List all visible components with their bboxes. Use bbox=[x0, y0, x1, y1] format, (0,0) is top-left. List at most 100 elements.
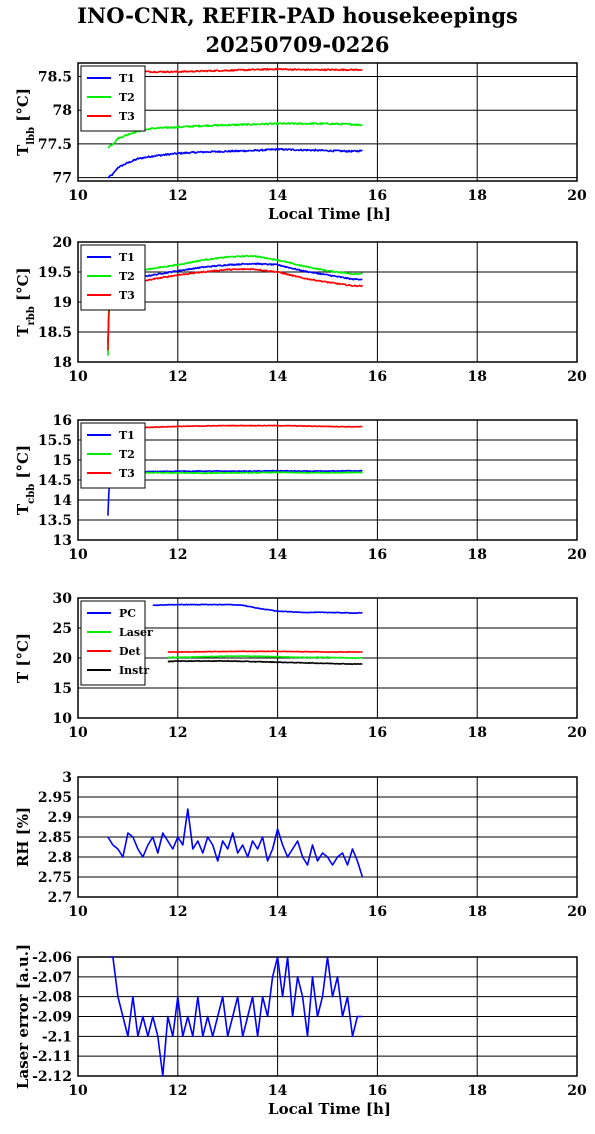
y-tick-label: 30 bbox=[53, 591, 73, 607]
x-axis-label: Local Time [h] bbox=[268, 205, 391, 223]
x-tick-label: 20 bbox=[567, 904, 587, 920]
series-line-det bbox=[167, 650, 363, 654]
series-line-t2 bbox=[107, 471, 363, 484]
legend-label-instr: Instr bbox=[119, 664, 149, 677]
x-tick-label: 18 bbox=[467, 904, 486, 920]
plot-frame bbox=[77, 419, 578, 541]
x-tick-label: 20 bbox=[567, 369, 587, 385]
series-line-pc bbox=[152, 603, 363, 615]
series-line-t2 bbox=[107, 122, 363, 149]
plot-frame bbox=[77, 241, 578, 363]
x-tick-label: 16 bbox=[368, 725, 387, 741]
series-line-t1 bbox=[107, 262, 363, 344]
y-tick-label: 78 bbox=[53, 103, 72, 119]
y-tick-label: 2.95 bbox=[38, 790, 72, 806]
y-tick-label: 18 bbox=[53, 355, 72, 371]
legend: PC Laser Det Instr bbox=[80, 600, 153, 686]
legend: T1 T2 T3 bbox=[80, 244, 146, 311]
x-tick-label: 20 bbox=[567, 725, 587, 741]
y-tick-label: 18.5 bbox=[38, 325, 72, 341]
chart-panel-6: -2.12 -2.11 -2.1 -2.09 -2.08 -2.07 -2.06 10 12 14… bbox=[14, 944, 587, 1118]
chart-title-line1: INO-CNR, REFIR-PAD housekeepings bbox=[77, 3, 518, 28]
y-tick-label: -2.09 bbox=[32, 1010, 72, 1026]
x-tick-label: 12 bbox=[168, 904, 187, 920]
y-tick-label: 16 bbox=[53, 413, 72, 429]
x-tick-label: 12 bbox=[168, 725, 187, 741]
series-line-t2 bbox=[107, 254, 363, 356]
y-tick-label: 19 bbox=[53, 295, 72, 311]
legend-label-laser: Laser bbox=[119, 626, 153, 639]
y-axis-label: T [°C] bbox=[14, 633, 32, 683]
plot-frame bbox=[77, 776, 578, 898]
x-tick-label: 10 bbox=[68, 904, 88, 920]
y-axis-label: Trbb [°C] bbox=[14, 267, 37, 336]
x-tick-label: 10 bbox=[68, 369, 88, 385]
x-tick-label: 18 bbox=[467, 1083, 486, 1099]
series-line-t3 bbox=[107, 424, 363, 430]
x-tick-label: 12 bbox=[168, 369, 187, 385]
y-tick-label: 2.75 bbox=[38, 870, 72, 886]
chart-panel-4: 10 15 20 25 30 10 12 14 16 18 20 T [°C] PC Laser Det In… bbox=[14, 591, 587, 741]
x-tick-label: 14 bbox=[268, 725, 288, 741]
y-axis-label: Tlbb [°C] bbox=[14, 88, 37, 156]
x-tick-label: 16 bbox=[368, 1083, 387, 1099]
legend-label-t1: T1 bbox=[119, 429, 135, 442]
legend-box bbox=[80, 65, 146, 132]
legend: T1 T2 T3 bbox=[80, 422, 146, 489]
legend-label-det: Det bbox=[119, 645, 142, 658]
legend-label-t3: T3 bbox=[119, 467, 135, 480]
x-tick-label: 16 bbox=[368, 188, 387, 204]
y-tick-label: 13.5 bbox=[38, 513, 72, 529]
y-tick-label: 3 bbox=[62, 770, 72, 786]
y-tick-label: 78.5 bbox=[38, 69, 72, 85]
series-line-t3 bbox=[107, 267, 364, 351]
y-tick-label: -2.12 bbox=[32, 1069, 72, 1085]
y-tick-label: 14 bbox=[53, 493, 73, 509]
y-axis-label: RH [%] bbox=[14, 807, 32, 867]
y-tick-label: -2.11 bbox=[32, 1049, 72, 1065]
x-tick-label: 14 bbox=[268, 369, 288, 385]
x-tick-label: 20 bbox=[567, 1083, 587, 1099]
y-tick-label: 15 bbox=[53, 453, 72, 469]
y-tick-label: 13 bbox=[53, 533, 72, 549]
x-tick-label: 12 bbox=[168, 1083, 187, 1099]
series-line-instr bbox=[167, 659, 363, 666]
y-tick-label: 2.9 bbox=[48, 810, 72, 826]
y-tick-label: 77 bbox=[53, 171, 72, 187]
series-line-data bbox=[110, 956, 363, 1077]
series-line-t1 bbox=[107, 147, 363, 179]
legend: T1 T2 T3 bbox=[80, 65, 146, 132]
legend-label-t3: T3 bbox=[119, 110, 135, 123]
x-tick-label: 10 bbox=[68, 547, 88, 563]
y-tick-label: -2.07 bbox=[32, 970, 72, 986]
x-tick-label: 14 bbox=[268, 904, 288, 920]
plot-frame bbox=[77, 62, 578, 182]
y-tick-label: -2.1 bbox=[42, 1029, 72, 1045]
chart-panel-1: 77 77.5 78 78.5 10 12 14 16 18 20 Local Time [h] Tl… bbox=[14, 62, 587, 223]
x-tick-label: 18 bbox=[467, 547, 486, 563]
x-tick-label: 20 bbox=[567, 188, 587, 204]
legend-label-t1: T1 bbox=[119, 251, 135, 264]
x-tick-label: 16 bbox=[368, 369, 387, 385]
x-tick-label: 14 bbox=[268, 547, 288, 563]
y-tick-label: 25 bbox=[53, 621, 72, 637]
legend-label-t3: T3 bbox=[119, 289, 135, 302]
y-tick-label: -2.06 bbox=[32, 950, 72, 966]
y-tick-label: 20 bbox=[53, 235, 73, 251]
y-tick-label: 19.5 bbox=[38, 265, 72, 281]
y-tick-label: 10 bbox=[53, 711, 73, 727]
legend-box bbox=[80, 422, 146, 489]
x-tick-label: 20 bbox=[567, 547, 587, 563]
series-line-data bbox=[107, 808, 364, 878]
x-tick-label: 14 bbox=[268, 188, 288, 204]
y-tick-label: 14.5 bbox=[38, 473, 72, 489]
x-tick-label: 12 bbox=[168, 547, 187, 563]
legend-label-t2: T2 bbox=[119, 270, 135, 283]
x-tick-label: 18 bbox=[467, 188, 486, 204]
legend-label-t1: T1 bbox=[119, 72, 135, 85]
x-tick-label: 16 bbox=[368, 904, 387, 920]
y-tick-label: 2.7 bbox=[48, 890, 72, 906]
chart-panel-5: 2.7 2.75 2.8 2.85 2.9 2.95 3 10 12 14 16 18 20 RH [%] bbox=[14, 770, 587, 920]
